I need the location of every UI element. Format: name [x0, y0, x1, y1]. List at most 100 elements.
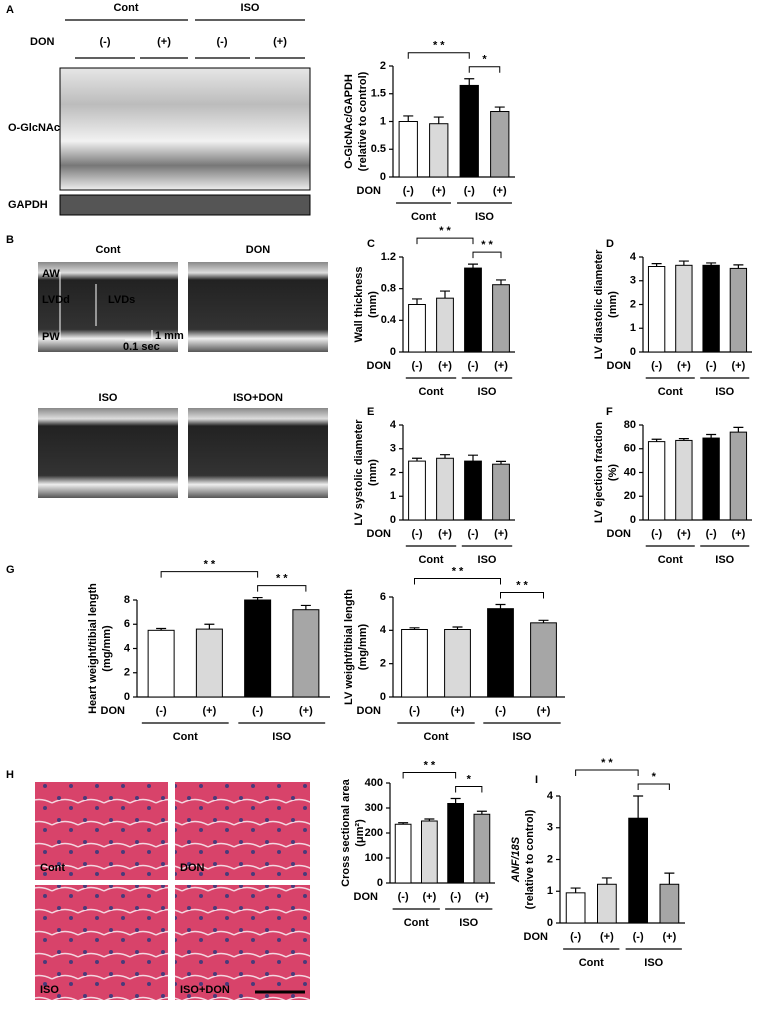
x-tick-label: (+): [299, 705, 313, 717]
error-bar: [452, 626, 463, 630]
y-tick-label: 100: [365, 852, 383, 864]
bar: [292, 609, 320, 698]
bar: [647, 266, 666, 353]
x-tick-label: (-): [403, 185, 414, 197]
condition-label: (-): [217, 36, 228, 48]
image-title: DON: [180, 862, 205, 874]
factor-label: DON: [357, 185, 382, 197]
histology-images: [35, 782, 310, 1000]
factor-label: DON: [524, 931, 549, 943]
x-tick-label: (+): [494, 528, 508, 540]
significance-label: * *: [481, 239, 493, 251]
significance-bracket: [416, 237, 474, 245]
error-bar: [424, 818, 435, 821]
x-tick-label: (-): [252, 705, 263, 717]
y-tick-label: 2: [390, 466, 396, 478]
image-title: ISO+DON: [180, 984, 230, 996]
y-axis-label: (mg/mm): [101, 625, 113, 672]
x-tick-label: (+): [732, 360, 746, 372]
bar: [394, 823, 412, 884]
significance-bracket: [500, 592, 544, 599]
bar: [492, 284, 510, 353]
y-tick-label: 0: [380, 691, 386, 703]
y-tick-label: 1.5: [371, 88, 386, 100]
group-label: Cont: [658, 386, 683, 398]
factor-label: DON: [367, 528, 392, 540]
group-label: ISO: [513, 731, 532, 743]
x-tick-label: (+): [663, 931, 677, 943]
x-tick-label: (-): [651, 360, 662, 372]
error-bar: [476, 810, 487, 815]
x-tick-label: (+): [677, 528, 691, 540]
bar: [530, 622, 557, 698]
significance-label: * *: [433, 40, 445, 52]
x-tick-label: (-): [412, 360, 423, 372]
bar: [490, 111, 510, 178]
error-bar: [496, 460, 506, 465]
y-tick-label: 4: [630, 251, 637, 263]
x-tick-label: (+): [475, 891, 489, 903]
y-tick-label: 2: [630, 298, 636, 310]
x-tick-label: (+): [451, 705, 465, 717]
x-tick-label: (-): [468, 528, 479, 540]
y-axis-label: LV diastolic diameter: [593, 249, 605, 360]
error-bar: [496, 279, 506, 285]
y-tick-label: 400: [365, 777, 383, 789]
echo-label: AW: [42, 268, 60, 280]
group-label: Cont: [404, 917, 429, 929]
x-tick-label: (-): [450, 891, 461, 903]
group-label: ISO: [475, 211, 494, 223]
error-bar: [398, 822, 409, 825]
significance-bracket: [257, 585, 307, 592]
panel-letter: H: [6, 769, 14, 781]
bar: [675, 439, 693, 521]
y-axis-label: Cross sectional area: [340, 778, 352, 886]
bar: [398, 121, 418, 178]
bar: [487, 608, 514, 698]
y-axis-label: LV weight/tibial length: [343, 589, 355, 705]
y-tick-label: 0: [390, 346, 396, 358]
error-bar: [678, 438, 689, 441]
x-tick-label: (-): [633, 931, 644, 943]
y-tick-label: 0: [547, 917, 553, 929]
error-bar: [633, 795, 644, 819]
x-tick-label: (-): [651, 528, 662, 540]
y-tick-label: 2: [380, 658, 386, 670]
y-tick-label: 80: [624, 419, 636, 431]
x-tick-label: (+): [494, 360, 508, 372]
x-tick-label: (+): [423, 891, 437, 903]
x-tick-label: (-): [495, 705, 506, 717]
y-axis-label: (mm): [367, 291, 379, 318]
image-title: ISO+DON: [233, 392, 283, 404]
x-tick-label: (-): [706, 528, 717, 540]
error-bar: [468, 454, 478, 462]
x-tick-label: (-): [156, 705, 167, 717]
significance-label: *: [482, 54, 487, 66]
y-tick-label: 3: [547, 822, 553, 834]
error-bar: [733, 426, 744, 433]
significance-label: *: [652, 771, 657, 783]
error-bar: [706, 262, 717, 266]
error-bar: [601, 877, 612, 885]
error-bar: [204, 623, 215, 630]
error-bar: [433, 116, 444, 124]
significance-bracket: [575, 769, 639, 776]
significance-bracket: [455, 786, 483, 793]
factor-label: DON: [101, 705, 126, 717]
factor-label: DON: [367, 360, 392, 372]
error-bar: [412, 298, 422, 305]
y-tick-label: 3: [390, 443, 396, 455]
group-label: ISO: [478, 386, 497, 398]
y-tick-label: 0.4: [381, 314, 397, 326]
bar: [729, 267, 748, 353]
group-label: ISO: [241, 2, 260, 14]
error-bar: [651, 263, 662, 267]
factor-label: DON: [30, 36, 55, 48]
y-tick-label: 0: [377, 877, 383, 889]
panel-letter: C: [367, 238, 375, 250]
error-bar: [651, 438, 662, 442]
bar: [628, 817, 648, 924]
panel-letter: E: [367, 406, 374, 418]
bar: [702, 437, 720, 521]
